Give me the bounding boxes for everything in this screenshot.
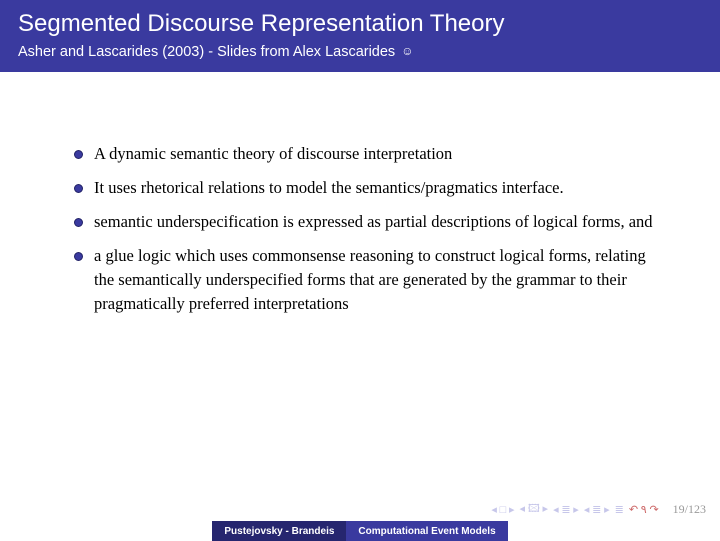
page-number: 19/123 [673,502,706,517]
nav-back-icon[interactable]: ↶ ۹ ↷ [628,503,660,516]
list-item: A dynamic semantic theory of discourse i… [70,142,668,166]
nav-controls: ◂ □ ▸ ◂ 🖾 ▸ ◂ ≣ ▸ ◂ ≣ ▸ ≣ ↶ ۹ ↷ 19/123 [490,500,706,519]
nav-first-icon[interactable]: ◂ □ ▸ [490,503,515,516]
bullet-list: A dynamic semantic theory of discourse i… [70,142,668,316]
slide-body: A dynamic semantic theory of discourse i… [0,72,720,316]
nav-prev-section-icon[interactable]: ◂ 🖾 ▸ [519,500,550,519]
slide-header: Segmented Discourse Representation Theor… [0,0,720,72]
nav-outline-icon[interactable]: ≣ [614,503,625,516]
nav-next-subsection-icon[interactable]: ◂ ≣ ▸ [583,503,611,516]
smiley-icon: ☺ [401,44,413,58]
footline-author: Pustejovsky - Brandeis [212,521,346,541]
slide-footer: ◂ □ ▸ ◂ 🖾 ▸ ◂ ≣ ▸ ◂ ≣ ▸ ≣ ↶ ۹ ↷ 19/123 P… [0,499,720,541]
list-item: semantic underspecification is expressed… [70,210,668,234]
list-item: a glue logic which uses commonsense reas… [70,244,668,316]
nav-prev-subsection-icon[interactable]: ◂ ≣ ▸ [552,503,580,516]
slide-subtitle: Asher and Lascarides (2003) - Slides fro… [18,44,702,60]
footline: Pustejovsky - Brandeis Computational Eve… [0,521,720,541]
slide-title: Segmented Discourse Representation Theor… [18,10,702,38]
footline-title: Computational Event Models [346,521,507,541]
list-item: It uses rhetorical relations to model th… [70,176,668,200]
subtitle-text: Asher and Lascarides (2003) - Slides fro… [18,44,399,60]
